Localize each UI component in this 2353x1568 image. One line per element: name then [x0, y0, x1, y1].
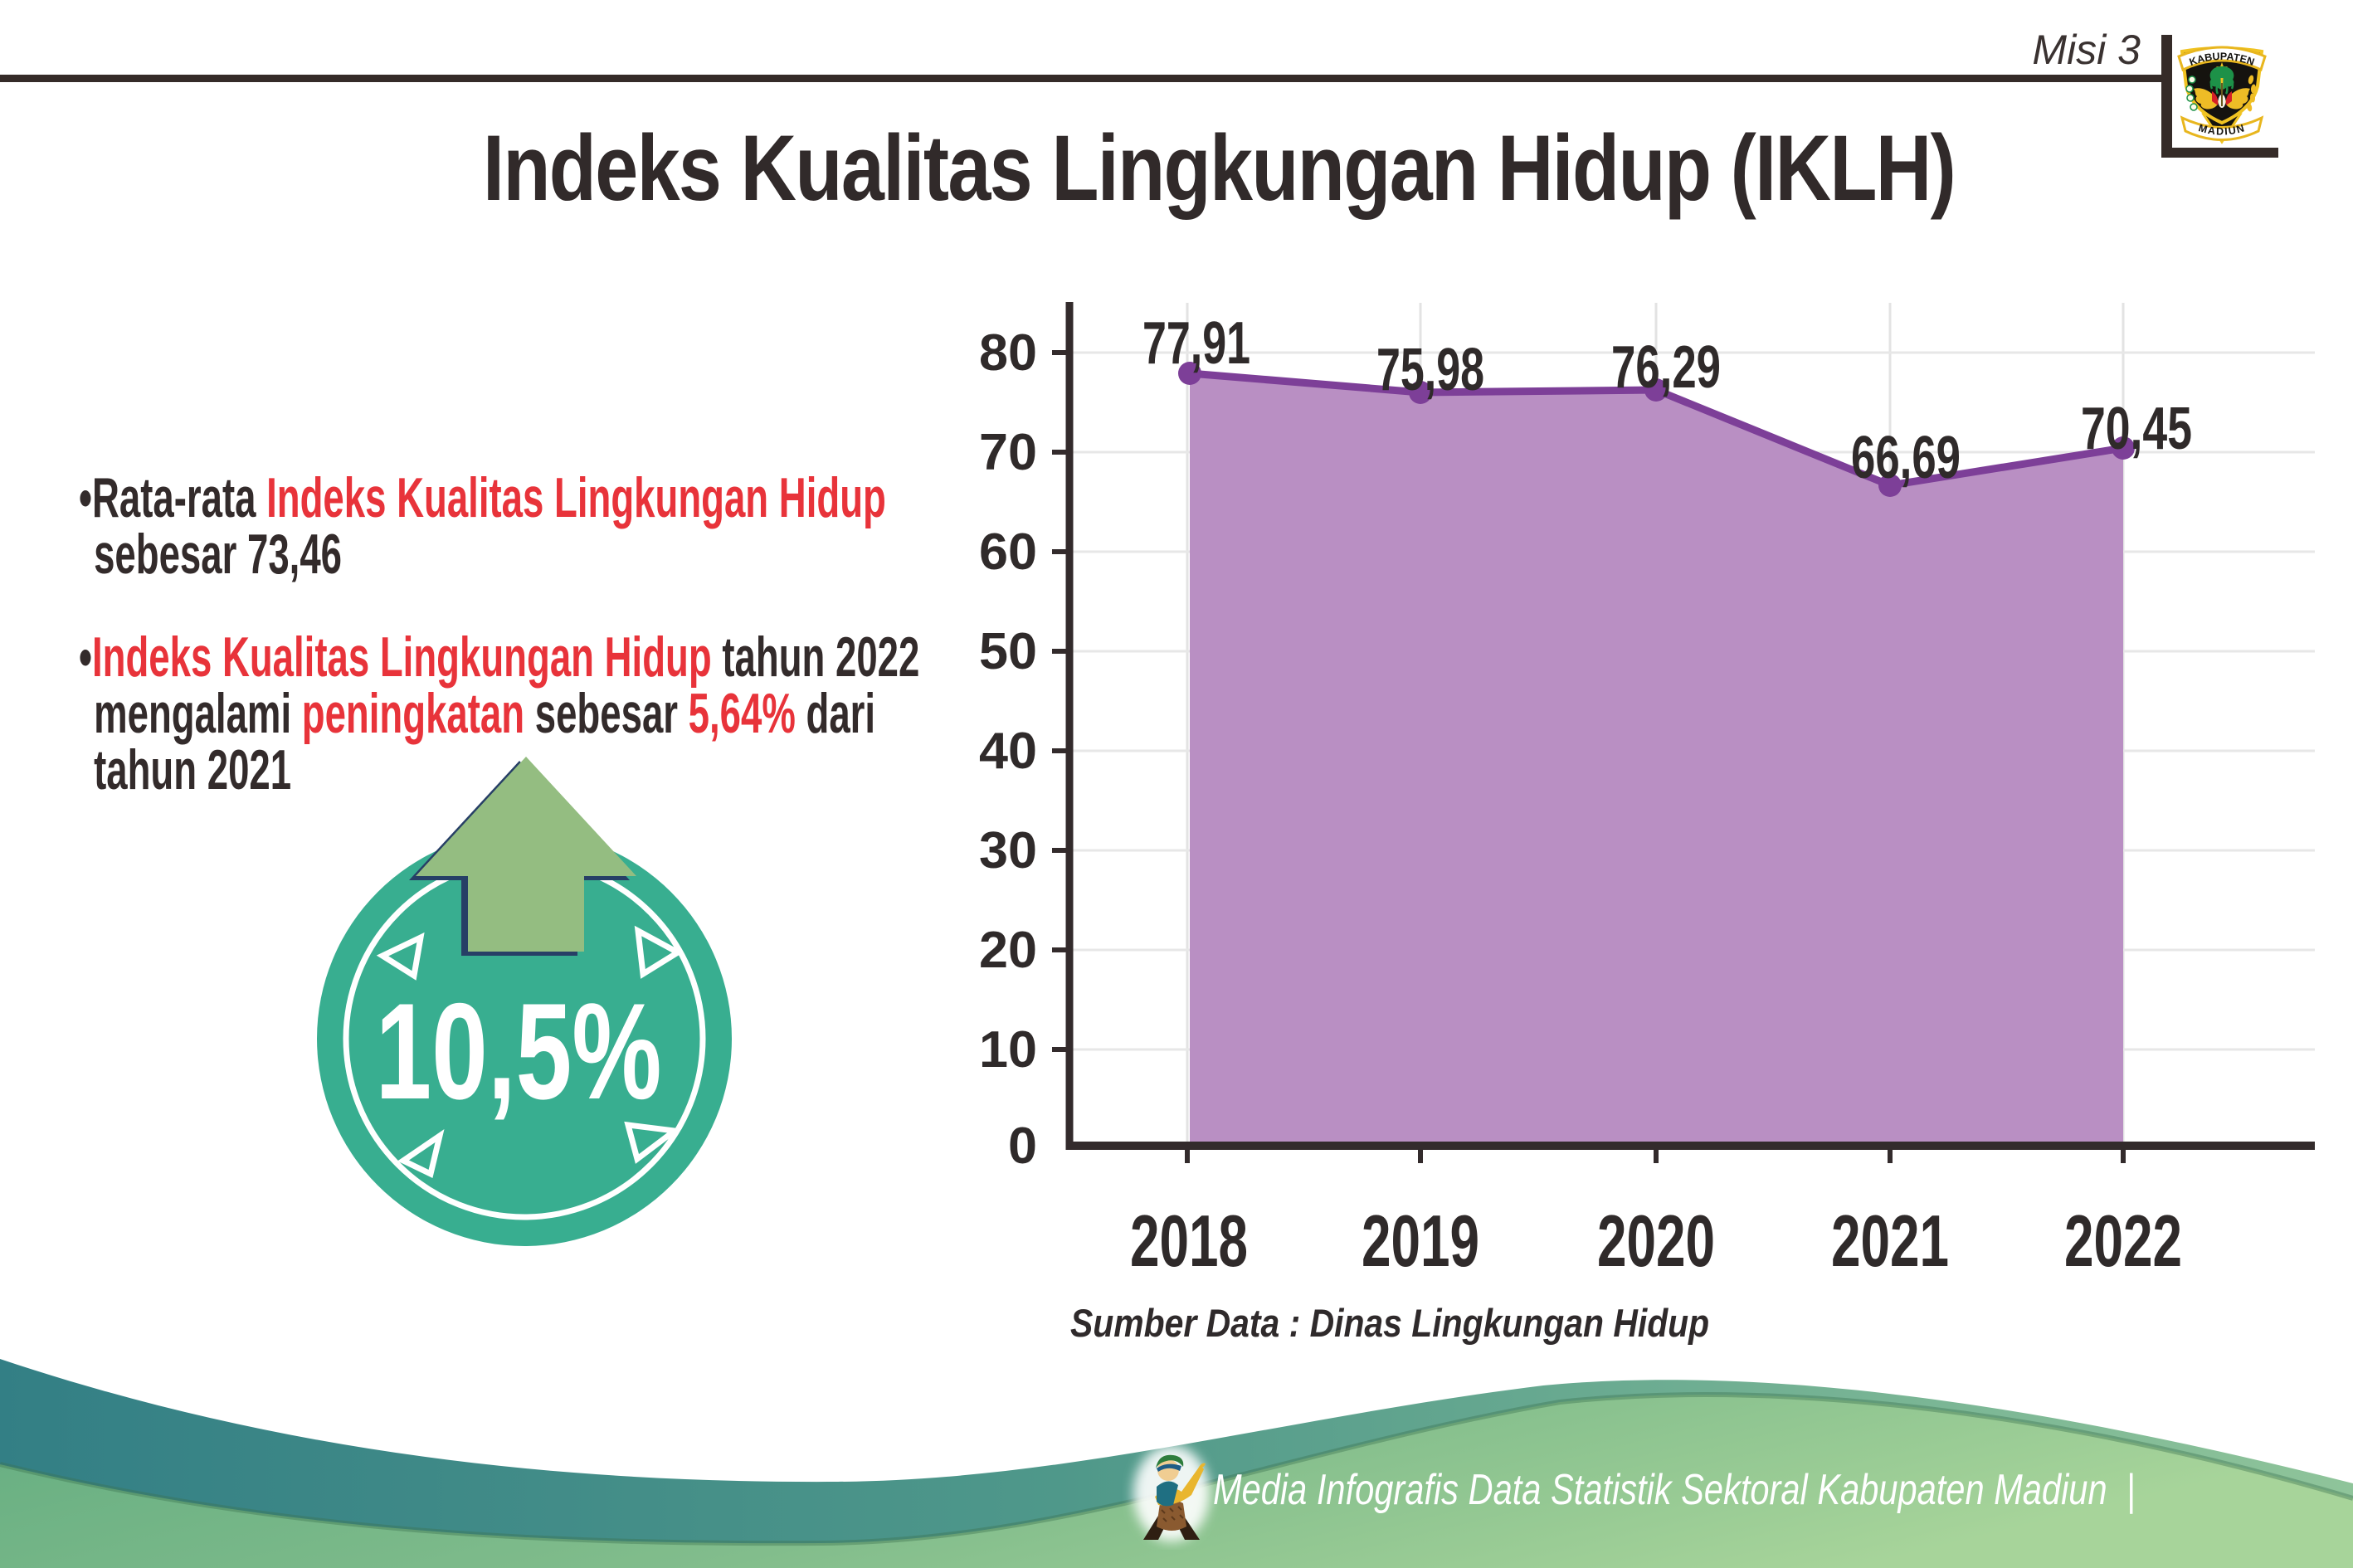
- svg-text:2018: 2018: [1130, 1200, 1248, 1282]
- svg-text:70,45: 70,45: [2081, 396, 2192, 462]
- svg-text:77,91: 77,91: [1142, 310, 1250, 377]
- svg-text:80: 80: [979, 324, 1037, 382]
- svg-text:2020: 2020: [1597, 1200, 1715, 1282]
- svg-text:2019: 2019: [1362, 1200, 1479, 1282]
- svg-text:10: 10: [979, 1021, 1037, 1079]
- svg-text:76,29: 76,29: [1611, 334, 1721, 401]
- svg-text:70: 70: [979, 424, 1037, 481]
- svg-text:0: 0: [1008, 1118, 1037, 1175]
- svg-text:30: 30: [979, 822, 1037, 879]
- svg-text:2022: 2022: [2064, 1200, 2182, 1282]
- svg-text:40: 40: [979, 723, 1037, 780]
- svg-text:10,5%: 10,5%: [376, 975, 662, 1127]
- svg-text:2021: 2021: [1831, 1200, 1949, 1282]
- svg-text:50: 50: [979, 623, 1037, 680]
- svg-text:75,98: 75,98: [1376, 337, 1484, 403]
- svg-text:60: 60: [979, 523, 1037, 581]
- svg-text:MADIUN: MADIUN: [2197, 122, 2247, 138]
- svg-text:KABUPATEN: KABUPATEN: [2188, 51, 2256, 68]
- svg-text:20: 20: [979, 922, 1037, 979]
- svg-text:66,69: 66,69: [1851, 425, 1961, 491]
